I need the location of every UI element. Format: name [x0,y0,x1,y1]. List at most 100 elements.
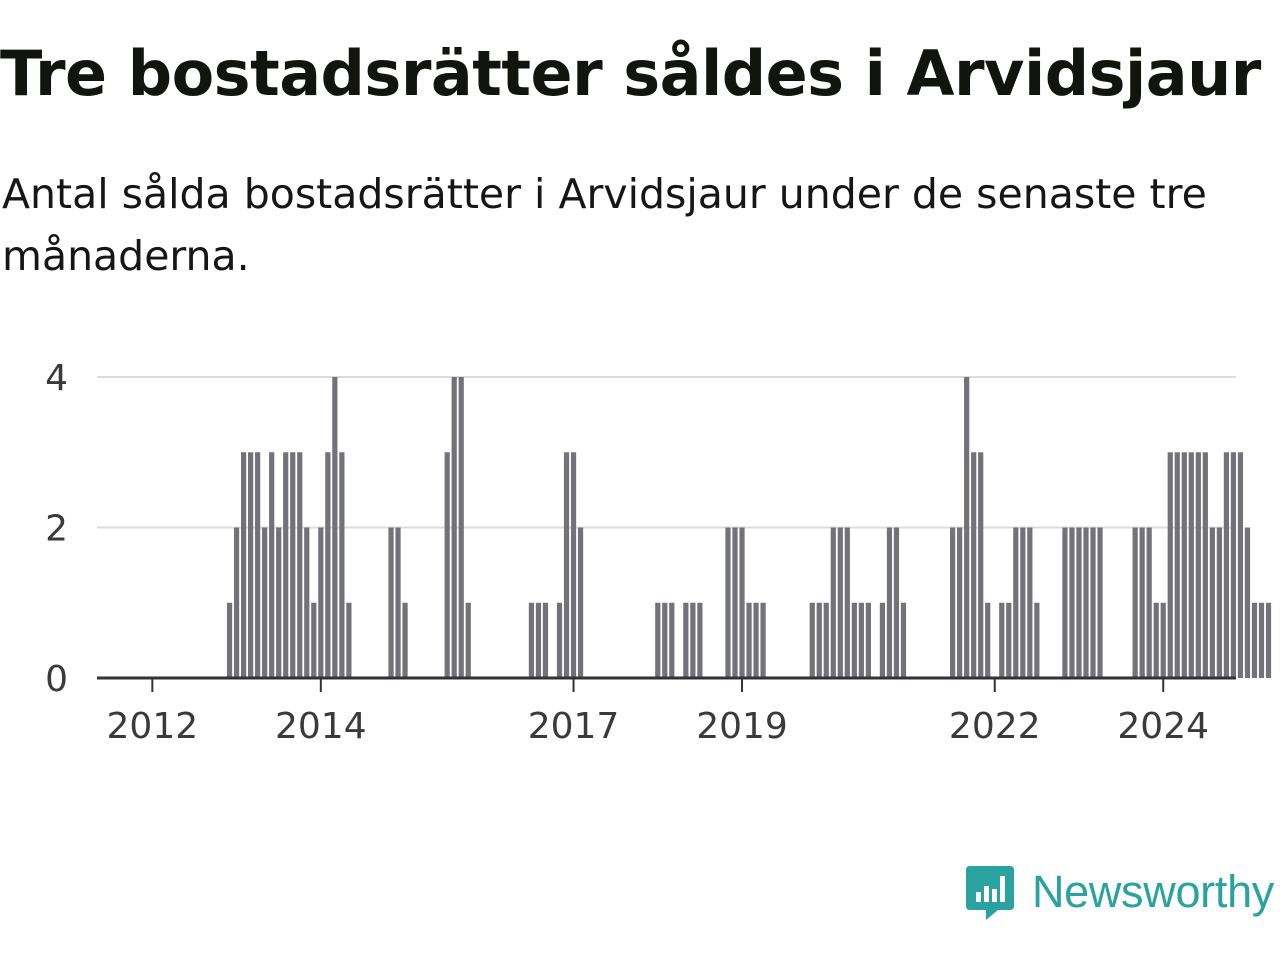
bar [1069,527,1075,678]
bar [999,602,1005,678]
bar [1251,602,1258,678]
bar [844,527,850,678]
bar [332,377,338,678]
bar [1223,452,1229,678]
bar [753,602,759,678]
bar [1181,452,1187,678]
bar [458,377,464,678]
bar [1202,452,1208,678]
bar [248,452,254,678]
bar [325,452,331,678]
bar [528,602,535,678]
bar [879,602,886,678]
x-tick-label: 2022 [949,706,1041,747]
bar [690,602,696,678]
bar [697,602,703,678]
bar [1034,602,1040,678]
bar [1006,602,1012,678]
bar [739,527,745,678]
bar [1083,527,1089,678]
bar [1076,527,1082,678]
x-tick-label: 2014 [275,706,367,747]
bar [964,377,970,678]
bar [262,527,268,678]
bar [683,602,689,678]
bar [858,602,864,678]
bar [957,527,963,678]
bar [542,602,549,678]
bar [1139,527,1145,678]
bar [402,602,408,678]
chart-title: Tre bostadsrätter såldes i Arvidsjaur [0,37,1261,110]
bar [746,602,752,678]
bar [346,602,352,678]
bar [950,527,956,678]
bar [669,602,675,678]
bar [535,602,542,678]
x-tick-label: 2012 [107,706,199,747]
bar [1097,527,1103,678]
bar-chart: 0243201220142017201920222024 [45,358,1280,747]
bar [283,452,289,678]
bar [465,602,471,678]
bar [226,602,233,678]
bar [985,602,991,678]
bar [570,452,577,678]
y-tick-label: 4 [45,358,68,399]
bar [297,452,303,678]
bar [339,452,345,678]
bar [311,602,317,678]
bar [851,602,857,678]
bar [1027,527,1033,678]
bar [1160,602,1166,678]
bar [1209,527,1215,678]
x-tick-label: 2019 [696,706,788,747]
bar [444,452,450,678]
bar [1174,452,1180,678]
bar [290,452,296,678]
bar [395,527,401,678]
x-tick-label: 2024 [1117,706,1209,747]
bar [1020,527,1026,678]
bar [1237,452,1244,678]
brand-name: Newsworthy [1031,866,1274,917]
bar [1090,527,1096,678]
bar [865,602,871,678]
bar [816,602,822,678]
bar [233,527,240,678]
bar [886,527,893,678]
bar [1188,452,1194,678]
bar [900,602,907,678]
bar [725,527,731,678]
bar [556,602,563,678]
y-tick-label: 0 [45,659,68,700]
bar [1244,527,1251,678]
bar [276,527,282,678]
bar [971,452,977,678]
y-tick-label: 2 [45,509,68,550]
bar [893,527,900,678]
bar [1195,452,1201,678]
x-tick-label: 2017 [528,706,620,747]
bar [1146,527,1152,678]
bar [304,527,310,678]
bar [318,527,324,678]
bar [241,452,247,678]
bar [1216,527,1222,678]
bar [830,527,836,678]
bar [1013,527,1019,678]
bar [662,602,668,678]
bar [1258,602,1265,678]
bar [732,527,738,678]
bar [563,452,570,678]
bar [809,602,815,678]
brand-logo: Newsworthy [964,862,1274,922]
bar [1153,602,1159,678]
bar [655,602,661,678]
bar [1265,602,1272,678]
chart-subtitle: Antal sålda bostadsrätter i Arvidsjaur u… [2,170,1207,280]
bar [1230,452,1237,678]
bar [388,527,394,678]
bar [577,527,584,678]
bar [255,452,261,678]
